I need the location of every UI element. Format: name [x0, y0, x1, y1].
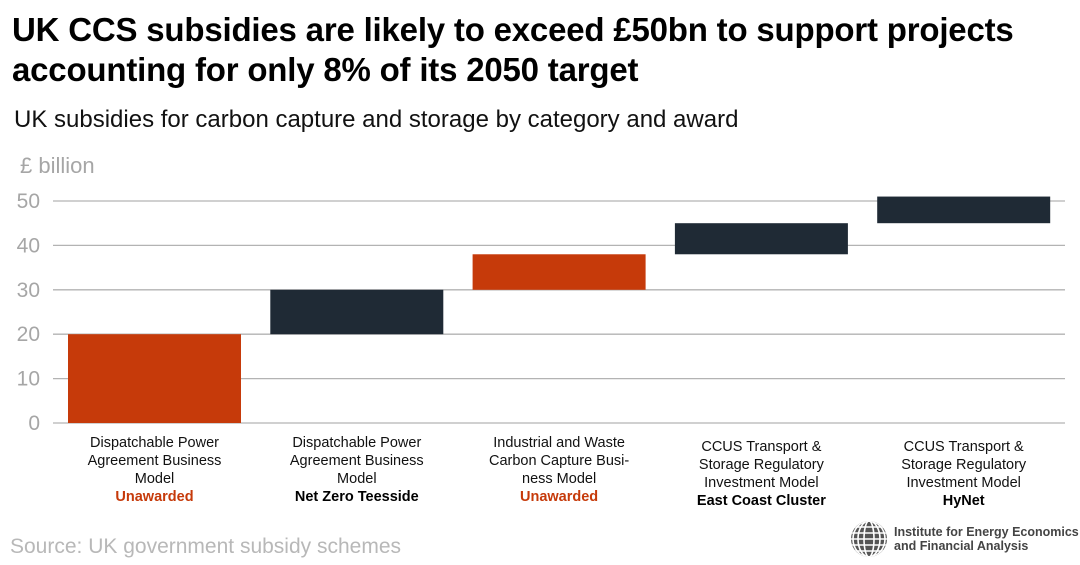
category-line: CCUS Transport &: [701, 439, 822, 455]
y-tick-label: 20: [17, 323, 40, 346]
category-label-1: Dispatchable Power Agreement Business Mode…: [55, 434, 255, 506]
chart-subtitle: UK subsidies for carbon capture and stor…: [14, 106, 739, 133]
bar-2: [270, 289, 444, 335]
category-label-3: Industrial and Waste Carbon Capture Busi-…: [459, 434, 659, 506]
bars: [68, 196, 1051, 423]
category-line: Model: [134, 471, 175, 487]
category-line: Industrial and Waste: [493, 435, 625, 451]
source-note: Source: UK government subsidy schemes: [10, 535, 402, 558]
category-line: Investment Model: [704, 475, 819, 491]
category-line: Agreement Business: [289, 453, 424, 469]
category-line: CCUS Transport &: [903, 439, 1024, 455]
y-tick-label: 50: [17, 190, 40, 213]
y-tick-label: 30: [17, 279, 40, 302]
category-label-2: Dispatchable Power Agreement Business Mode…: [257, 434, 457, 506]
globe-icon: [851, 521, 887, 557]
category-line: Model: [337, 471, 377, 487]
category-line: ness Model: [522, 471, 597, 487]
logo-line-2: and Financial Analysis: [894, 539, 1029, 553]
y-tick-labels: 0 10 20 30 40 50: [17, 190, 40, 435]
y-axis-label: £ billion: [20, 153, 95, 178]
award-label: East Coast Cluster: [696, 493, 826, 509]
category-line: Investment Model: [906, 475, 1021, 491]
award-label: HyNet: [942, 493, 985, 509]
award-label: Unawarded: [115, 489, 194, 505]
y-tick-label: 0: [28, 412, 40, 435]
category-line: Agreement Business: [87, 453, 222, 469]
bar-3: [472, 254, 646, 290]
category-line: Storage Regulatory: [698, 457, 824, 473]
y-tick-label: 10: [17, 368, 40, 391]
category-line: Carbon Capture Busi-: [488, 453, 630, 469]
y-tick-label: 40: [17, 234, 40, 257]
bar-4: [674, 223, 848, 255]
logo-line-1: Institute for Energy Economics: [894, 525, 1079, 539]
category-label-4: CCUS Transport & Storage Regulatory Invest…: [661, 438, 861, 510]
chart-title: UK CCS subsidies are likely to exceed £5…: [12, 11, 1014, 88]
category-line: Dispatchable Power: [292, 435, 422, 451]
award-label: Unawarded: [520, 489, 599, 505]
category-label-5: CCUS Transport & Storage Regulatory Invest…: [864, 438, 1064, 510]
iieefa-logo: Institute for Energy Economics and Finan…: [850, 520, 1079, 558]
category-line: Dispatchable Power: [90, 435, 219, 451]
bar-1: [68, 334, 241, 423]
category-line: Storage Regulatory: [901, 457, 1027, 473]
award-label: Net Zero Teesside: [294, 489, 419, 505]
bar-5: [877, 196, 1051, 224]
